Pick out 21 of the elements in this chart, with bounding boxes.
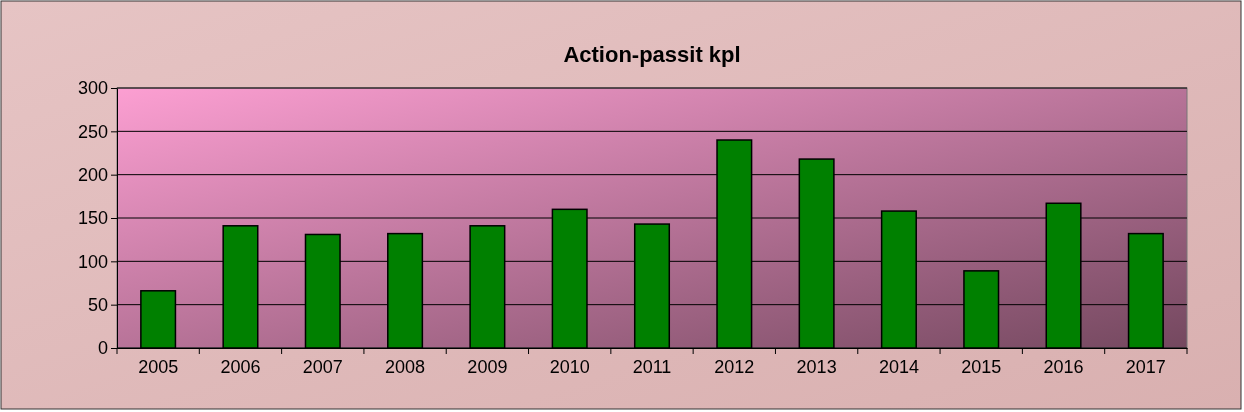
y-tick-label: 300 (77, 78, 108, 99)
x-tick-label: 2010 (549, 356, 590, 377)
chart-title: Action-passit kpl (563, 42, 741, 67)
y-tick-label: 50 (87, 294, 108, 315)
x-tick-label: 2007 (302, 356, 343, 377)
x-tick-label: 2008 (385, 356, 426, 377)
x-tick-label: 2014 (878, 356, 919, 377)
x-tick-label: 2013 (796, 356, 837, 377)
x-tick-label: 2009 (467, 356, 508, 377)
x-tick-label: 2012 (714, 356, 755, 377)
y-tick-label: 0 (97, 338, 108, 359)
x-tick-label: 2017 (1125, 356, 1166, 377)
x-tick-label: 2016 (1043, 356, 1084, 377)
y-tick-label: 150 (77, 208, 108, 229)
y-tick-label: 200 (77, 164, 108, 185)
x-tick-label: 2005 (138, 356, 179, 377)
y-tick-label: 250 (77, 121, 108, 142)
x-tick-label: 2011 (632, 356, 672, 377)
x-tick-label: 2015 (961, 356, 1002, 377)
x-tick-label: 2006 (220, 356, 261, 377)
y-tick-label: 100 (77, 251, 108, 272)
